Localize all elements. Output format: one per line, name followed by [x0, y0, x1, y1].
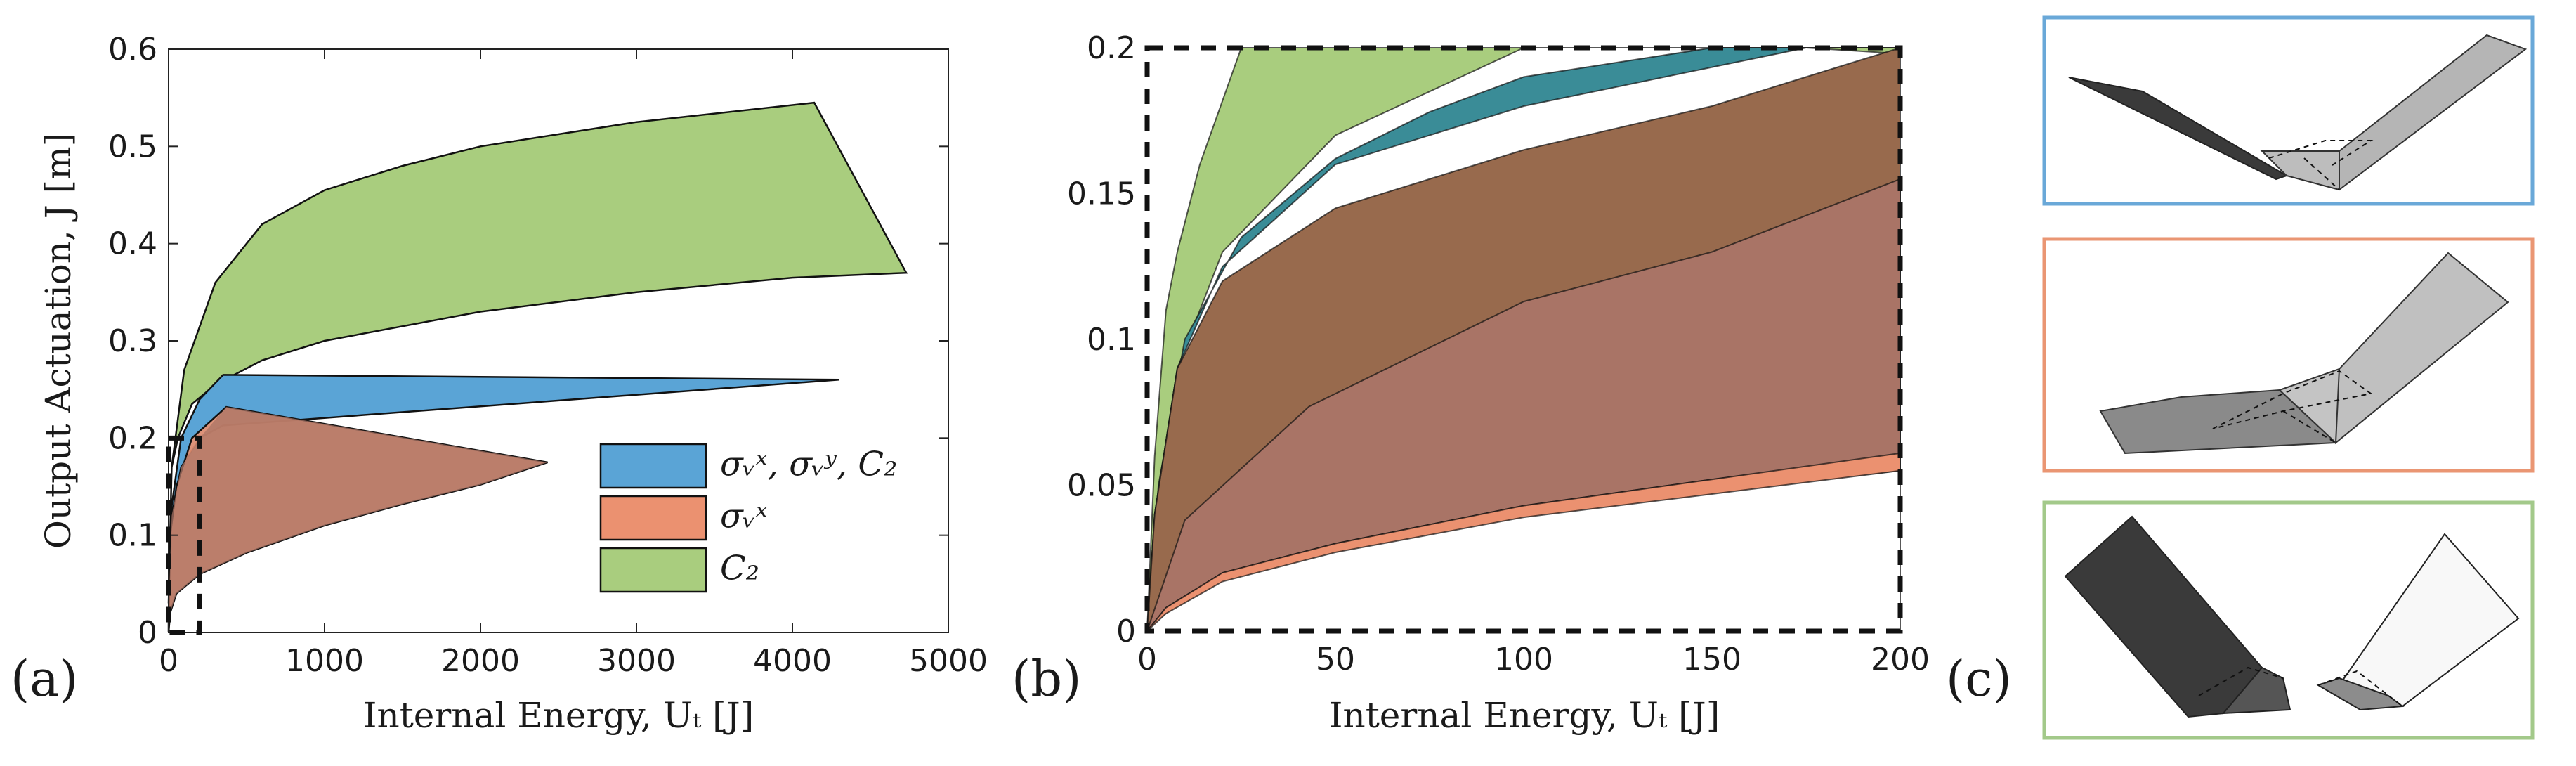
origami-1-dashed	[2268, 140, 2374, 190]
panel-a-series	[167, 101, 908, 633]
panel-a-legend: σᵥˣ, σᵥʸ, C₂ σᵥˣ C₂	[599, 443, 897, 593]
panel-b-x-tick-label: 0	[1137, 642, 1157, 677]
panel-a-overlap-area	[169, 407, 548, 632]
legend-swatch-orange	[599, 495, 707, 541]
panel-a-area-green	[167, 101, 908, 604]
origami-1-right-panel	[2339, 34, 2528, 192]
origami-3-dashed	[2198, 666, 2403, 707]
legend-label-green: C₂	[720, 549, 759, 588]
origami-box-3	[2042, 500, 2535, 740]
panel-b-dashed-frame	[1144, 45, 1903, 634]
panel-b-chart: 0 50 100 150 200 0 0.05 0.1 0.15 0.2 Internal Ene…	[1012, 30, 1930, 736]
panel-a-zoom-box	[166, 435, 202, 635]
panel-a-y-tick-label: 0.2	[108, 420, 157, 456]
panel-b-label: (b)	[1012, 650, 1081, 708]
panel-a-y-tick-label: 0.3	[108, 323, 157, 359]
panel-a-x-tick-label: 4000	[753, 643, 832, 679]
origami-2-right-panel	[2334, 252, 2509, 445]
panel-b-series	[1146, 46, 1901, 634]
panel-b-y-tick-label: 0.2	[1087, 30, 1136, 66]
panel-a-x-axis-label: Internal Energy, Uₜ [J]	[363, 695, 754, 736]
panel-b-x-tick-label: 200	[1871, 642, 1930, 677]
panel-a-y-tick-label: 0.1	[108, 518, 157, 554]
legend-swatch-blue	[599, 443, 707, 489]
panel-b-y-tick-label: 0.05	[1067, 468, 1136, 504]
panel-a-y-tick-label: 0.4	[108, 226, 157, 262]
panel-c-label: (c)	[1946, 650, 2012, 708]
panel-a-x-tick-label: 3000	[597, 643, 676, 679]
origami-box-1	[2042, 15, 2535, 206]
origami-2-dashed	[2212, 370, 2373, 443]
panel-a-label: (a)	[11, 650, 78, 708]
panel-b-area-orange	[1146, 452, 1901, 632]
panel-b-y-tick-label: 0.1	[1087, 322, 1136, 358]
panel-b-y-tick-label: 0.15	[1067, 176, 1136, 212]
panel-b-y-tick-label: 0	[1116, 614, 1136, 649]
panel-a-y-axis-label: Output Actuation, J [m]	[38, 133, 79, 549]
panel-a-x-tick-label: 1000	[285, 643, 364, 679]
panel-a-x-tick-label: 0	[159, 643, 178, 679]
origami-box-2	[2042, 237, 2535, 473]
panel-a-y-tick-label: 0.5	[108, 129, 157, 164]
panel-a-x-tick-label: 2000	[441, 643, 520, 679]
legend-swatch-green	[599, 547, 707, 593]
panel-a-chart: 0 1000 2000 3000 4000 5000 0 0.1 0.2 0.3 0.4 0.5 0.6…	[11, 32, 988, 736]
panel-b-area-teal	[1146, 47, 1900, 632]
panel-b-x-tick-label: 150	[1682, 642, 1741, 677]
panel-a-ticks: 0 1000 2000 3000 4000 5000 0 0.1 0.2 0.3 0.4 0.5 0.6	[108, 32, 988, 679]
panel-a-y-tick-label: 0.6	[108, 32, 157, 67]
panel-a-y-tick-label: 0	[138, 615, 157, 651]
panel-b-x-tick-label: 100	[1494, 642, 1553, 677]
panel-b-x-tick-label: 50	[1316, 642, 1355, 677]
panel-b-x-axis-label: Internal Energy, Uₜ [J]	[1329, 695, 1720, 736]
panel-a-x-tick-label: 5000	[909, 643, 988, 679]
legend-label-blue: σᵥˣ, σᵥʸ, C₂	[720, 445, 897, 484]
panel-c-illustrations: (c)	[1946, 15, 2535, 740]
legend-label-orange: σᵥˣ	[720, 497, 768, 536]
panel-b-ticks: 0 50 100 150 200 0 0.05 0.1 0.15 0.2	[1067, 30, 1930, 677]
